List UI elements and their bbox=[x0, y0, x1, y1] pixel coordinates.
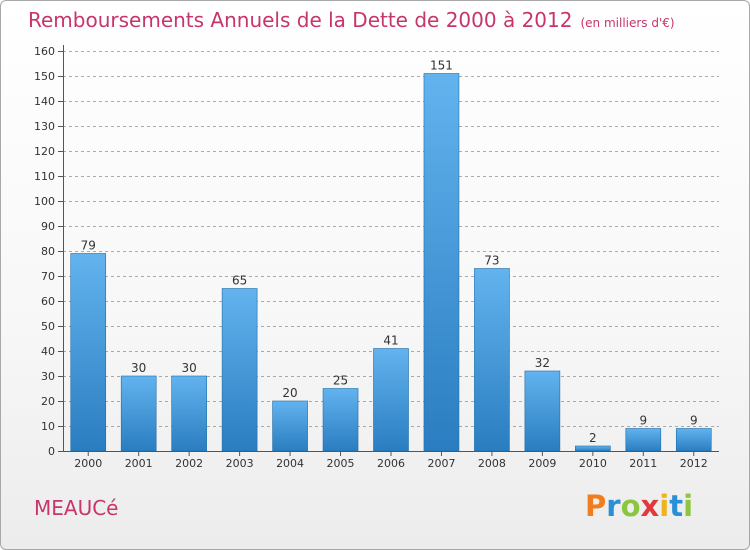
data-labels: 79 30 30 65 20 25 41 151 73 32 2 9 9 bbox=[81, 59, 698, 446]
y-tick-label: 70 bbox=[41, 270, 55, 283]
data-label-2008: 73 bbox=[484, 254, 499, 268]
data-label-2007: 151 bbox=[430, 59, 453, 73]
commune-name: MEAUCé bbox=[34, 496, 119, 520]
data-label-2006: 41 bbox=[383, 334, 398, 348]
bar-2002 bbox=[171, 375, 207, 452]
x-tick-label: 2006 bbox=[377, 457, 405, 470]
data-label-2011: 9 bbox=[639, 414, 647, 428]
y-tick-label: 160 bbox=[34, 45, 55, 58]
y-tick-label: 130 bbox=[34, 120, 55, 133]
bar-2009 bbox=[524, 370, 561, 452]
logo-letter: x bbox=[640, 489, 660, 523]
data-label-2009: 32 bbox=[535, 356, 550, 370]
y-tick-label: 120 bbox=[34, 145, 55, 158]
x-tick-label: 2007 bbox=[427, 457, 455, 470]
x-tick-label: 2001 bbox=[125, 457, 153, 470]
chart-unit: (en milliers d'€) bbox=[580, 16, 675, 30]
bar-2000 bbox=[70, 253, 107, 452]
data-label-2005: 25 bbox=[333, 374, 348, 388]
bar-2011 bbox=[625, 428, 662, 452]
y-tick-label: 20 bbox=[41, 395, 55, 408]
data-label-2002: 30 bbox=[182, 361, 197, 375]
data-label-2000: 79 bbox=[81, 239, 96, 253]
bar-2007 bbox=[423, 73, 460, 452]
logo-letter: r bbox=[606, 489, 621, 523]
chart-title: Remboursements Annuels de la Dette de 20… bbox=[28, 8, 675, 32]
chart-title-text: Remboursements Annuels de la Dette de 20… bbox=[28, 8, 573, 32]
bar-2001 bbox=[120, 375, 157, 452]
bar-2004 bbox=[272, 400, 308, 452]
x-tick-label: 2004 bbox=[276, 457, 304, 470]
data-label-2001: 30 bbox=[131, 361, 146, 375]
x-tick-label: 2011 bbox=[629, 457, 657, 470]
logo-letter: i bbox=[683, 489, 694, 523]
y-tick-label: 150 bbox=[34, 70, 55, 83]
y-tick-label: 80 bbox=[41, 245, 55, 258]
y-tick-label: 40 bbox=[41, 345, 55, 358]
data-label-2004: 20 bbox=[282, 386, 297, 400]
y-tick-label: 110 bbox=[34, 170, 55, 183]
x-tick-label: 2010 bbox=[579, 457, 607, 470]
y-tick-label: 10 bbox=[41, 420, 55, 433]
logo-letter: o bbox=[620, 489, 641, 523]
bar-2003 bbox=[221, 288, 258, 452]
x-tick-label: 2002 bbox=[175, 457, 203, 470]
bar-2005 bbox=[322, 388, 359, 452]
x-tick-label: 2008 bbox=[478, 457, 506, 470]
y-tick-label: 30 bbox=[41, 370, 55, 383]
y-tick-label: 90 bbox=[41, 220, 55, 233]
bars bbox=[70, 73, 712, 452]
logo-letter: P bbox=[585, 489, 607, 523]
proxiti-logo[interactable]: Proxiti bbox=[585, 489, 693, 523]
bar-2010 bbox=[575, 445, 611, 452]
axes: 0 10 20 30 40 50 60 70 80 90 100 110 120 130 140 150 160… bbox=[34, 45, 719, 470]
bar-2012 bbox=[675, 428, 712, 452]
x-tick-label: 2005 bbox=[327, 457, 355, 470]
x-tick-label: 2012 bbox=[680, 457, 708, 470]
x-tick-label: 2003 bbox=[226, 457, 254, 470]
data-label-2010: 2 bbox=[589, 431, 597, 445]
y-tick-label: 50 bbox=[41, 320, 55, 333]
x-tick-label: 2000 bbox=[74, 457, 102, 470]
bar-2006 bbox=[373, 348, 409, 452]
y-tick-label: 0 bbox=[48, 445, 55, 458]
x-tick-label: 2009 bbox=[528, 457, 556, 470]
logo-letter: i bbox=[659, 489, 670, 523]
bar-2008 bbox=[474, 268, 510, 452]
y-tick-label: 60 bbox=[41, 295, 55, 308]
data-label-2003: 65 bbox=[232, 274, 247, 288]
y-tick-label: 140 bbox=[34, 95, 55, 108]
logo-letter: t bbox=[669, 489, 684, 523]
y-tick-label: 100 bbox=[34, 195, 55, 208]
data-label-2012: 9 bbox=[690, 414, 698, 428]
